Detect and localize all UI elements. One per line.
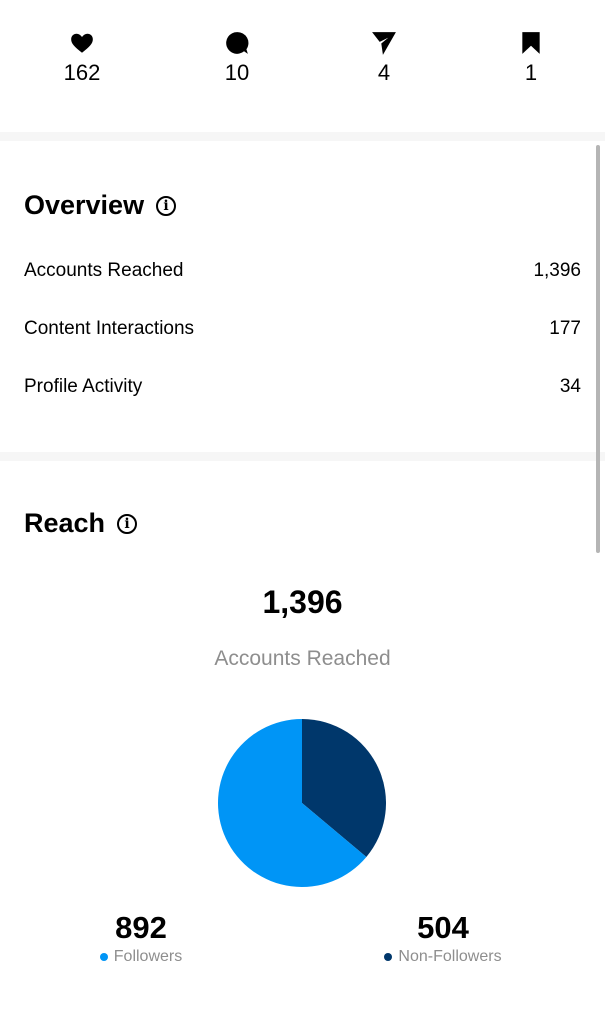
saves-stat: 1: [491, 30, 571, 86]
reach-heading: Reach i: [24, 508, 138, 539]
engagement-stats: 162 10 4 1: [0, 0, 605, 132]
reach-pie-chart: [218, 719, 386, 887]
shares-stat: 4: [344, 30, 424, 86]
overview-heading: Overview i: [24, 190, 177, 221]
overview-row-accounts-reached[interactable]: Accounts Reached 1,396: [24, 260, 581, 281]
overview-row-profile-activity[interactable]: Profile Activity 34: [24, 376, 581, 397]
legend-non-followers: 504 Non-Followers: [333, 910, 553, 966]
section-divider: [0, 452, 605, 461]
legend-followers: 892 Followers: [31, 910, 251, 966]
share-icon: [372, 32, 396, 55]
likes-stat: 162: [42, 30, 122, 86]
comment-icon: [226, 32, 249, 54]
pie-slice-followers: [218, 719, 367, 887]
reach-total-label: Accounts Reached: [214, 647, 391, 670]
heart-icon: [71, 33, 93, 53]
info-icon[interactable]: i: [156, 195, 177, 216]
info-icon[interactable]: i: [117, 513, 138, 534]
reach-total: 1,396: [262, 584, 343, 620]
pie-slice-non-followers: [302, 719, 386, 857]
bookmark-icon: [522, 32, 540, 54]
followers-color-dot: [99, 953, 108, 961]
section-divider: [0, 132, 605, 141]
scrollbar[interactable]: [596, 145, 600, 553]
overview-row-content-interactions[interactable]: Content Interactions 177: [24, 318, 581, 339]
comments-stat: 10: [197, 30, 277, 86]
non-followers-color-dot: [384, 953, 393, 961]
